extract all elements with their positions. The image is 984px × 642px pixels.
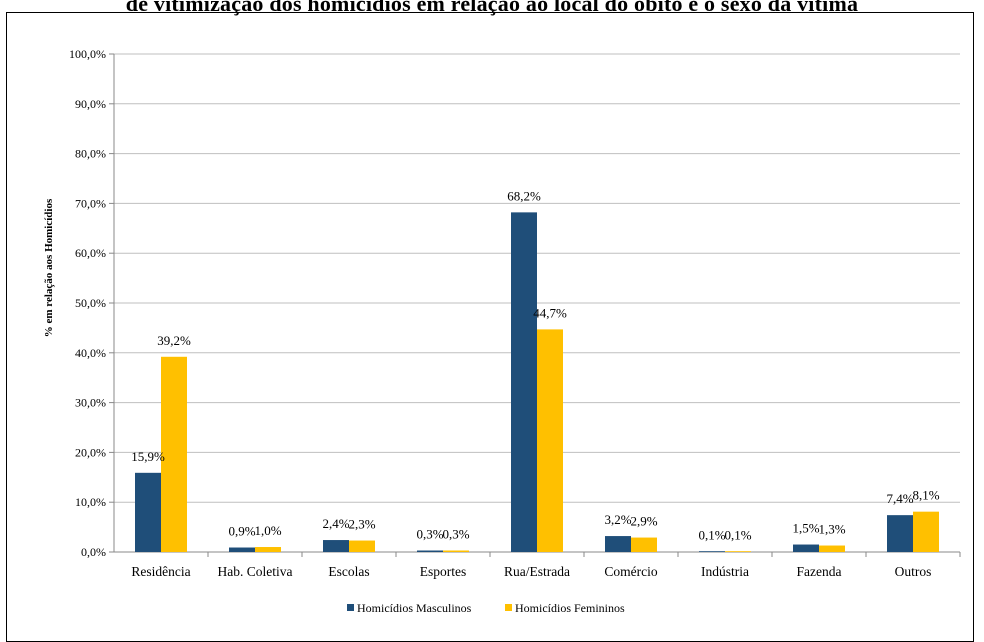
bar-male	[793, 544, 819, 552]
y-tick-label: 20,0%	[75, 445, 106, 459]
data-label: 2,9%	[630, 514, 657, 529]
bar-female	[537, 329, 563, 552]
bar-female	[443, 550, 469, 552]
data-label: 44,7%	[533, 305, 567, 320]
x-tick-label: Comércio	[604, 564, 657, 579]
y-axis-label: % em relação aos Homicídios	[43, 198, 55, 337]
legend-label: Homicídios Femininos	[515, 601, 625, 615]
bars	[135, 212, 939, 552]
bar-male	[229, 547, 255, 552]
data-label: 2,3%	[348, 517, 375, 532]
bar-male	[417, 550, 443, 552]
x-tick-label: Esportes	[420, 564, 467, 579]
x-tick-label: Fazenda	[797, 564, 842, 579]
data-label: 1,0%	[254, 523, 281, 538]
data-labels: 15,9% 39,2% 0,9%1,0% 2,4%2,3% 0,3%0,3% 68,2% 4…	[131, 188, 940, 542]
x-tick-label: Rua/Estrada	[504, 564, 570, 579]
legend: Homicídios Masculinos Homicídios Feminino…	[347, 601, 625, 615]
axes: 0,0% 10,0% 20,0% 30,0% 40,0% 50,0% 60,0% 70,0% 8…	[69, 47, 961, 579]
data-label: 0,9%	[228, 524, 255, 539]
data-label: 39,2%	[157, 333, 191, 348]
bar-female	[819, 545, 845, 552]
y-tick-label: 30,0%	[75, 396, 106, 410]
bar-male	[699, 551, 725, 552]
bar-female	[255, 547, 281, 552]
y-tick-label: 100,0%	[69, 47, 106, 61]
data-label: 1,3%	[818, 522, 845, 537]
y-tick-label: 10,0%	[75, 495, 106, 509]
data-label: 0,1%	[724, 528, 751, 543]
legend-swatch	[505, 604, 512, 611]
y-tick-label: 60,0%	[75, 246, 106, 260]
y-tick-label: 70,0%	[75, 196, 106, 210]
y-tick-label: 80,0%	[75, 147, 106, 161]
y-tick-label: 50,0%	[75, 296, 106, 310]
y-tick-label: 90,0%	[75, 97, 106, 111]
bar-female	[161, 356, 187, 552]
bar-female	[631, 537, 657, 552]
bar-male	[323, 540, 349, 552]
data-label: 2,4%	[322, 516, 349, 531]
bar-male	[135, 472, 161, 552]
x-tick-label: Residência	[131, 564, 190, 579]
data-label: 0,1%	[698, 528, 725, 543]
bar-female	[913, 511, 939, 552]
bar-male	[887, 515, 913, 552]
bar-female	[349, 540, 375, 552]
data-label: 1,5%	[792, 521, 819, 536]
bar-male	[511, 212, 537, 552]
data-label: 0,3%	[416, 527, 443, 542]
bar-male	[605, 536, 631, 552]
x-tick-label: Hab. Coletiva	[218, 564, 293, 579]
legend-swatch	[347, 604, 354, 611]
legend-label: Homicídios Masculinos	[357, 601, 472, 615]
x-tick-label: Escolas	[328, 564, 369, 579]
data-label: 3,2%	[604, 512, 631, 527]
y-tick-label: 0,0%	[81, 545, 106, 559]
x-tick-label: Indústria	[701, 564, 749, 579]
data-label: 7,4%	[886, 491, 913, 506]
data-label: 15,9%	[131, 449, 165, 464]
bar-female	[725, 551, 751, 552]
y-tick-label: 40,0%	[75, 346, 106, 360]
data-label: 0,3%	[442, 527, 469, 542]
data-label: 8,1%	[912, 488, 939, 503]
data-label: 68,2%	[507, 188, 541, 203]
x-tick-label: Outros	[895, 564, 932, 579]
